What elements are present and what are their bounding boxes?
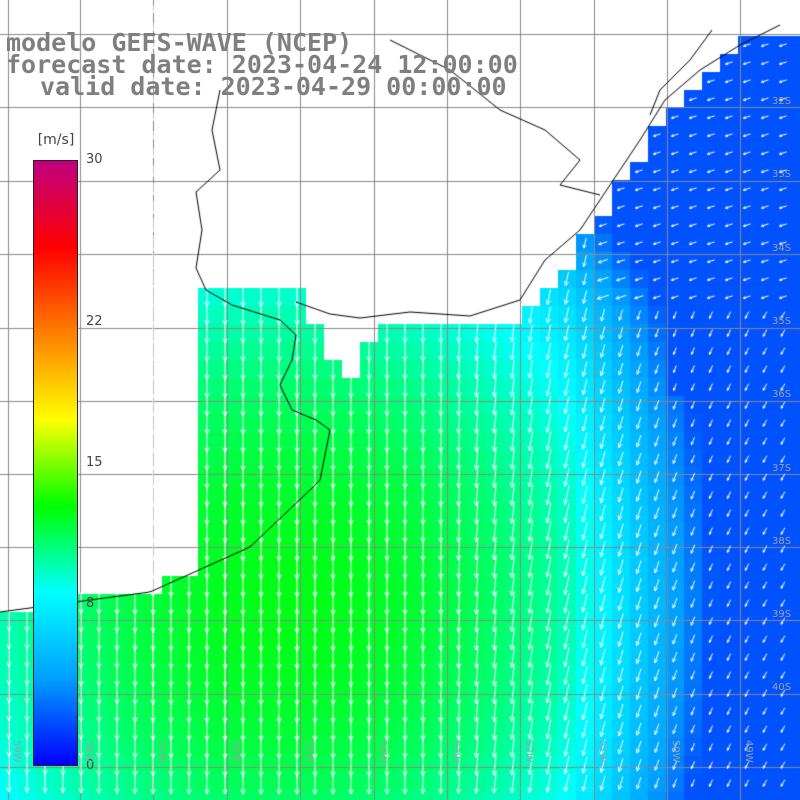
longitude-label: 58W xyxy=(83,740,94,763)
colorbar-tick-label: 0 xyxy=(86,758,95,773)
valid-date: valid date: 2023-04-29 00:00:00 xyxy=(40,72,507,101)
latitude-label: 33S xyxy=(772,169,792,181)
latitude-label: 32S xyxy=(772,96,792,107)
colorbar-unit: [m/s] xyxy=(37,132,75,148)
longitude-label: 55W xyxy=(303,740,314,763)
colorbar-tick-label: 30 xyxy=(86,152,103,167)
colorbar xyxy=(33,160,78,766)
longitude-label: 57W xyxy=(156,740,167,763)
latitude-label: 34S xyxy=(772,242,792,254)
colorbar-tick-label: 15 xyxy=(86,455,103,470)
longitude-label: 59W xyxy=(11,740,22,763)
longitude-label: 53W xyxy=(450,740,461,763)
latitude-label: 38S xyxy=(772,535,792,547)
colorbar-tick-label: 22 xyxy=(86,313,103,329)
latitude-label: 36S xyxy=(772,389,792,401)
latitude-label: 40S xyxy=(772,682,792,694)
latitude-label: 37S xyxy=(772,462,792,474)
longitude-label: 50W xyxy=(670,740,681,763)
longitude-label: 49W xyxy=(743,740,754,763)
latitude-label: 39S xyxy=(772,609,792,621)
longitude-label: 56W xyxy=(230,740,241,763)
longitude-label: 51W xyxy=(597,740,608,763)
colorbar-tick-label: 8 xyxy=(86,596,95,612)
longitude-label: 54W xyxy=(377,740,388,763)
latitude-label: 35S xyxy=(772,315,792,327)
forecast-date: forecast date: 2023-04-24 12:00:00 xyxy=(6,50,518,79)
model-title: modelo GEFS-WAVE (NCEP) xyxy=(6,28,353,57)
longitude-label: 52W xyxy=(523,740,534,763)
